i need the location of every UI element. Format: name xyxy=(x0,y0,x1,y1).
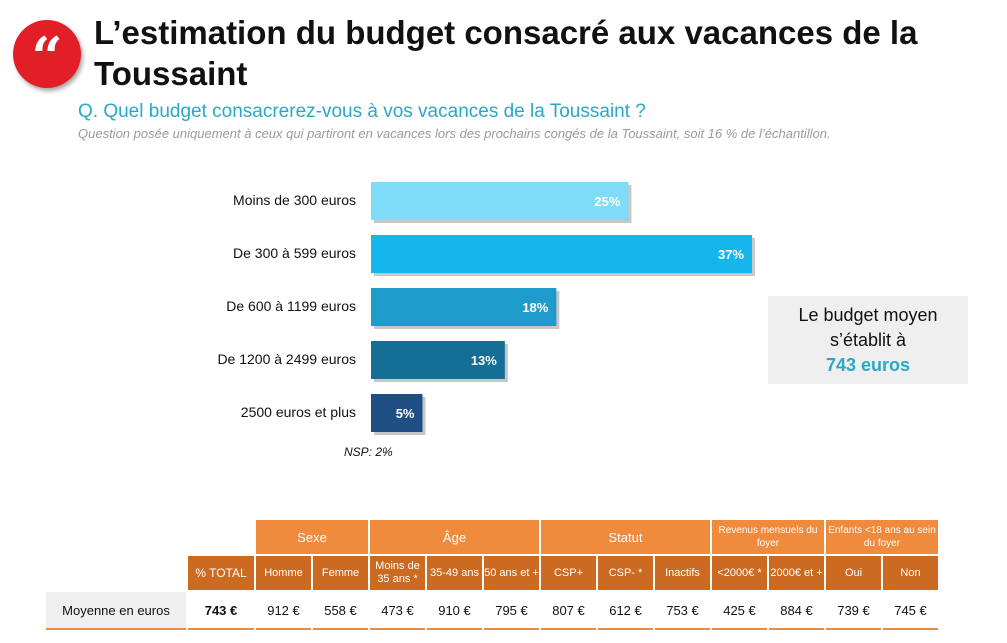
value-revenu-haut: 884 € xyxy=(769,592,824,630)
question-note: Question posée uniquement à ceux qui par… xyxy=(78,126,831,141)
empty-cell xyxy=(188,520,254,554)
average-line-2: s’établit à xyxy=(829,330,907,350)
bar-value-label-0: 25% xyxy=(594,194,620,209)
subheader-revenu-haut: 2000€ et + xyxy=(769,556,824,590)
value-50plus: 795 € xyxy=(484,592,539,630)
table-group-row: Sexe Âge Statut Revenus mensuels du foye… xyxy=(46,520,938,554)
empty-cell xyxy=(46,556,186,590)
value-non: 745 € xyxy=(883,592,938,630)
subheader-moins35: Moins de 35 ans * xyxy=(370,556,425,590)
subheader-inactifs: Inactifs xyxy=(655,556,710,590)
bar-value-label-4: 5% xyxy=(396,406,415,421)
bar-chart-svg: 25% 37% 18% 13% 5% xyxy=(371,182,755,435)
subheader-oui: Oui xyxy=(826,556,881,590)
category-label-1: De 300 à 599 euros xyxy=(233,245,356,261)
bar-2 xyxy=(371,288,557,326)
category-label-0: Moins de 300 euros xyxy=(233,192,356,208)
value-revenu-bas: 425 € xyxy=(712,592,767,630)
value-oui: 739 € xyxy=(826,592,881,630)
page-title: L’estimation du budget consacré aux vaca… xyxy=(94,14,918,92)
table-subheader-row: % TOTAL Homme Femme Moins de 35 ans * 35… xyxy=(46,556,938,590)
subheader-homme: Homme xyxy=(256,556,311,590)
crosstab-table: Sexe Âge Statut Revenus mensuels du foye… xyxy=(44,518,940,632)
group-header-sexe: Sexe xyxy=(256,520,368,554)
table-row: Moyenne en euros 743 € 912 € 558 € 473 €… xyxy=(46,592,938,630)
subheader-femme: Femme xyxy=(313,556,368,590)
empty-cell xyxy=(46,520,186,554)
quote-logo-icon: “ xyxy=(13,20,81,88)
average-line-1: Le budget moyen xyxy=(798,305,938,325)
value-csp-plus: 807 € xyxy=(541,592,596,630)
group-header-enfants: Enfants <18 ans au sein du foyer xyxy=(826,520,938,554)
subheader-total: % TOTAL xyxy=(188,556,254,590)
nsp-footnote: NSP: 2% xyxy=(344,445,393,459)
category-label-3: De 1200 à 2499 euros xyxy=(217,351,356,367)
value-total: 743 € xyxy=(188,592,254,630)
subheader-35-49: 35-49 ans xyxy=(427,556,482,590)
group-header-statut: Statut xyxy=(541,520,710,554)
category-label-2: De 600 à 1199 euros xyxy=(226,298,356,314)
value-inactifs: 753 € xyxy=(655,592,710,630)
group-header-age: Âge xyxy=(370,520,539,554)
bar-0 xyxy=(371,182,629,220)
row-label: Moyenne en euros xyxy=(46,592,186,630)
subheader-csp-plus: CSP+ xyxy=(541,556,596,590)
bar-1 xyxy=(371,235,752,273)
subheader-non: Non xyxy=(883,556,938,590)
average-value: 743 euros xyxy=(825,355,911,375)
bar-value-label-3: 13% xyxy=(471,353,497,368)
subheader-revenu-bas: <2000€ * xyxy=(712,556,767,590)
value-homme: 912 € xyxy=(256,592,311,630)
value-35-49: 910 € xyxy=(427,592,482,630)
value-csp-moins: 612 € xyxy=(598,592,653,630)
value-moins35: 473 € xyxy=(370,592,425,630)
bar-value-label-2: 18% xyxy=(522,300,548,315)
survey-question: Q. Quel budget consacrerez-vous à vos va… xyxy=(78,101,646,122)
subheader-50plus: 50 ans et + xyxy=(484,556,539,590)
bar-value-label-1: 37% xyxy=(718,247,744,262)
category-label-4: 2500 euros et plus xyxy=(240,404,356,420)
bar-3 xyxy=(371,341,505,379)
value-femme: 558 € xyxy=(313,592,368,630)
group-header-revenus: Revenus mensuels du foyer xyxy=(712,520,824,554)
average-budget-box: Le budget moyen s’établit à 743 euros xyxy=(768,296,968,384)
bar-4 xyxy=(371,394,423,432)
budget-bar-chart: 25% 37% 18% 13% 5% Moins de 300 euros De 300 … xyxy=(0,170,760,470)
subheader-csp-moins: CSP- * xyxy=(598,556,653,590)
